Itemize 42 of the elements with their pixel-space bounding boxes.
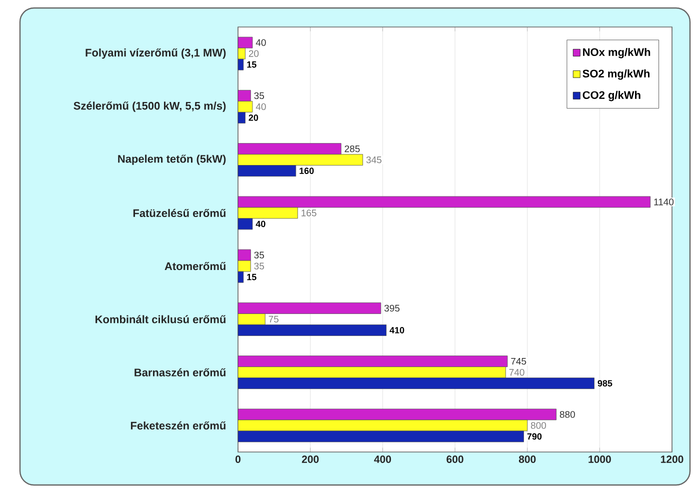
legend-label: CO2 g/kWh	[582, 90, 640, 102]
y-tick-label: Barnaszén erőmű	[134, 368, 226, 376]
y-tick-label: Atomerőmű	[164, 262, 226, 270]
data-label: 165	[302, 210, 316, 216]
data-label: 800	[530, 422, 546, 429]
x-tick-label: 400	[374, 456, 391, 463]
x-tick-label: 600	[446, 456, 464, 463]
data-label: 395	[384, 304, 400, 312]
data-label: 745	[511, 358, 526, 365]
legend-label: SO2 mg/kWh	[582, 69, 650, 80]
data-label: 345	[366, 156, 382, 164]
data-label: 35	[254, 262, 264, 270]
y-tick-label: Feketeszén erőmű	[130, 421, 226, 430]
y-tick-label: Napelem tetőn (5kW)	[118, 154, 226, 165]
data-label: 20	[248, 114, 258, 121]
data-label: 40	[256, 220, 266, 228]
x-tick-label: 800	[518, 456, 536, 463]
y-tick-label: Kombinált ciklusú erőmű	[96, 315, 226, 324]
x-tick-label: 0	[235, 456, 240, 463]
data-label: 35	[254, 92, 264, 100]
data-label: 285	[344, 145, 360, 152]
data-label: 880	[560, 411, 575, 418]
data-label: 75	[268, 316, 278, 323]
data-label: 985	[598, 380, 612, 387]
data-label: 15	[247, 61, 256, 68]
x-tick-label: 1200	[660, 456, 684, 463]
legend-label: NOx mg/kWh	[583, 48, 650, 58]
data-label: 740	[509, 368, 524, 376]
data-label: 40	[256, 103, 266, 110]
data-label: 790	[527, 433, 542, 440]
x-tick-label: 200	[302, 456, 319, 463]
data-label: 40	[256, 39, 266, 46]
y-tick-label: Folyami vízerőmű (3,1 MW)	[86, 48, 226, 59]
data-label: 1140	[654, 198, 674, 206]
x-tick-label: 1000	[588, 456, 611, 463]
data-label: 410	[390, 327, 404, 334]
y-tick-label: Szélerőmű (1500 kW, 5,5 m/s)	[74, 102, 226, 112]
data-label: 35	[254, 252, 264, 258]
data-label: 20	[248, 50, 259, 57]
data-label: 15	[247, 274, 256, 280]
data-label: 160	[300, 168, 314, 174]
y-tick-label: Fatüzelésű erőmű	[133, 208, 226, 218]
